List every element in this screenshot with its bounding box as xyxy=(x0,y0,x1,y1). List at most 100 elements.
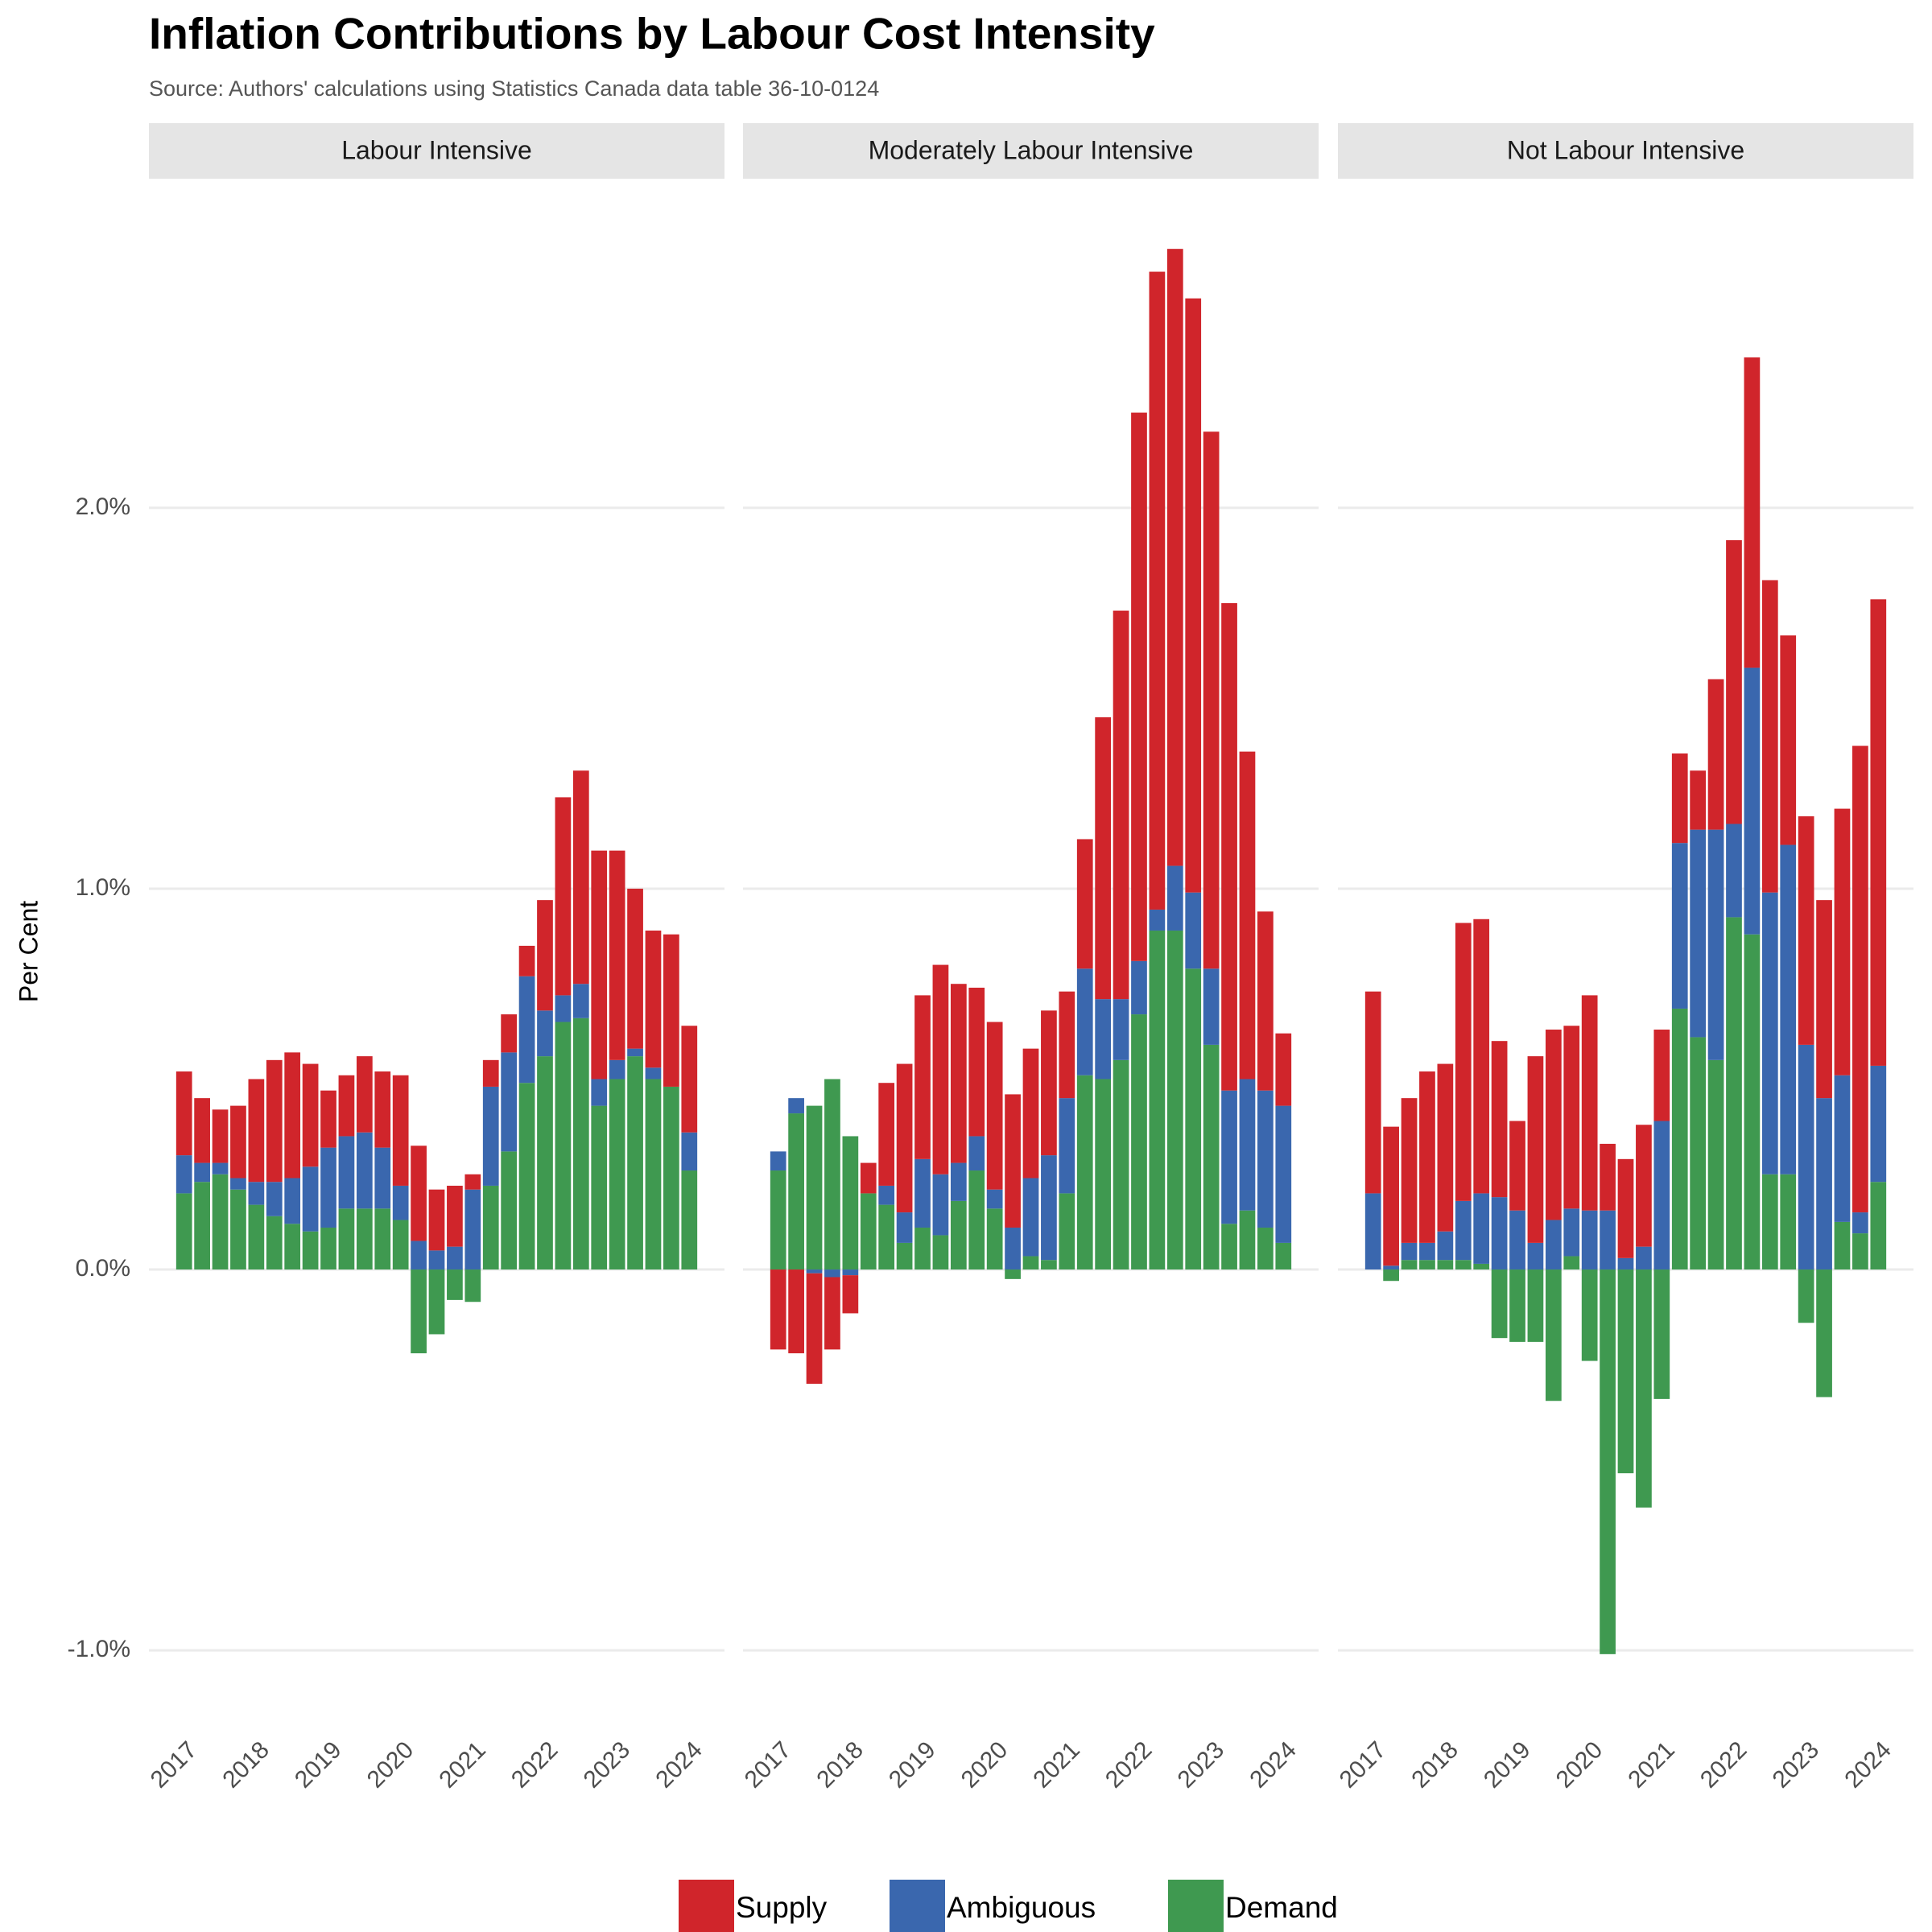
bar xyxy=(1581,1269,1598,1361)
bar xyxy=(266,1059,283,1183)
bar xyxy=(932,1235,949,1270)
bar xyxy=(1761,1174,1778,1270)
bar xyxy=(1221,1224,1237,1270)
bar xyxy=(411,1146,427,1241)
bar xyxy=(1473,1193,1490,1264)
bar xyxy=(860,1193,877,1270)
bar xyxy=(1022,1256,1039,1270)
bar xyxy=(518,976,535,1084)
bar xyxy=(1726,917,1742,1270)
bar xyxy=(1726,540,1742,824)
bar xyxy=(1455,923,1472,1201)
bar xyxy=(175,1193,192,1270)
bar xyxy=(1239,1210,1256,1270)
bar xyxy=(1275,1033,1292,1106)
bar xyxy=(645,1067,662,1080)
bar xyxy=(1690,829,1707,1038)
bar xyxy=(788,1098,804,1114)
bar xyxy=(447,1269,463,1300)
bar xyxy=(302,1166,319,1232)
bar xyxy=(914,995,931,1159)
bar xyxy=(968,1170,985,1270)
bar xyxy=(1383,1126,1399,1266)
bar xyxy=(1041,1010,1057,1156)
bar xyxy=(1671,1008,1688,1270)
bar xyxy=(645,1079,662,1270)
bar xyxy=(230,1105,246,1179)
legend-key xyxy=(1168,1880,1224,1932)
bar xyxy=(1203,431,1220,969)
bar xyxy=(663,1086,679,1270)
bar xyxy=(1022,1178,1039,1257)
bar xyxy=(1653,1029,1670,1121)
bar xyxy=(770,1151,786,1171)
legend-label: Demand xyxy=(1225,1891,1338,1924)
x-tick-label: 2022 xyxy=(1100,1736,1158,1794)
bar xyxy=(878,1204,895,1270)
bar xyxy=(1041,1155,1057,1261)
bar xyxy=(1671,753,1688,844)
bar xyxy=(194,1098,210,1163)
bar xyxy=(1527,1269,1544,1342)
bar xyxy=(1834,1221,1851,1270)
bar xyxy=(1059,1098,1075,1194)
bar xyxy=(1149,930,1166,1270)
bar xyxy=(1798,1269,1814,1323)
bar xyxy=(572,1018,589,1270)
bar xyxy=(806,1273,823,1384)
bar xyxy=(914,1158,931,1228)
bar xyxy=(302,1063,319,1167)
bar xyxy=(1257,911,1274,1091)
bar xyxy=(1113,999,1129,1060)
bar xyxy=(986,1189,1003,1209)
bar xyxy=(1581,995,1598,1211)
bar xyxy=(627,1056,643,1270)
bar xyxy=(1059,991,1075,1099)
x-tick-label: 2018 xyxy=(1406,1736,1463,1794)
bar xyxy=(1671,843,1688,1009)
x-tick-label: 2022 xyxy=(506,1736,564,1794)
bar xyxy=(1690,1037,1707,1270)
legend-label: Ambiguous xyxy=(947,1891,1096,1924)
bar xyxy=(374,1147,391,1209)
bar xyxy=(842,1269,859,1276)
bar xyxy=(1113,610,1129,1000)
bar xyxy=(428,1189,445,1251)
bar xyxy=(248,1079,265,1183)
bar xyxy=(770,1269,786,1350)
bar xyxy=(356,1056,373,1133)
bar xyxy=(555,797,572,996)
bar xyxy=(1076,839,1093,969)
chart-title: Inflation Contributions by Labour Cost I… xyxy=(149,9,1155,59)
bar xyxy=(518,945,535,976)
facet-strip xyxy=(1338,123,1913,179)
bar xyxy=(1636,1125,1652,1247)
bar xyxy=(230,1189,246,1270)
bar xyxy=(1852,745,1868,1213)
bar xyxy=(1653,1269,1670,1399)
bar xyxy=(591,850,608,1080)
bar xyxy=(1005,1227,1021,1270)
bar xyxy=(878,1083,895,1186)
x-tick-label: 2020 xyxy=(956,1736,1013,1794)
bar xyxy=(1401,1260,1418,1270)
bar xyxy=(681,1170,698,1270)
bar xyxy=(572,984,589,1018)
bar xyxy=(1095,717,1112,1000)
bar xyxy=(1870,1065,1887,1183)
x-tick-label: 2021 xyxy=(1028,1736,1085,1794)
legend-key xyxy=(679,1880,734,1932)
bar xyxy=(518,1083,535,1270)
legend-key xyxy=(890,1880,945,1932)
bar xyxy=(1509,1210,1525,1270)
bar xyxy=(1600,1143,1616,1211)
bar xyxy=(356,1132,373,1209)
bar xyxy=(374,1071,391,1148)
bar xyxy=(1761,580,1778,893)
bar xyxy=(1726,824,1742,918)
bar xyxy=(284,1224,301,1270)
bar xyxy=(627,1048,643,1057)
bar xyxy=(392,1220,409,1270)
